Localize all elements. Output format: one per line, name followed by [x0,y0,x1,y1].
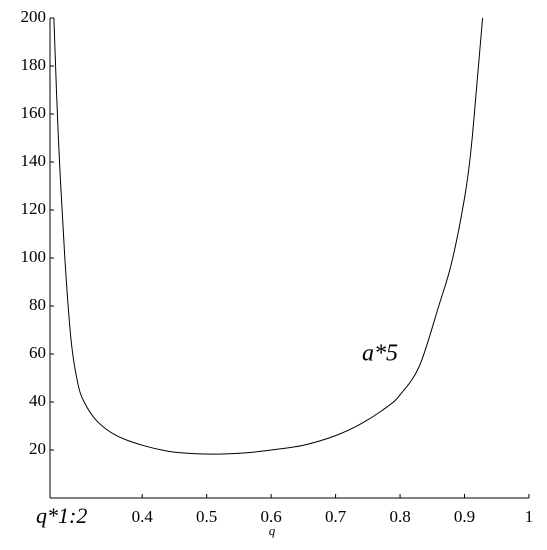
y-tick-label: 160 [21,103,47,122]
x-tick-label: 0.4 [132,507,154,526]
y-tick-label: 180 [21,55,47,74]
y-tick-label: 40 [29,391,46,410]
x-tick-label: 0.5 [196,507,217,526]
x-tick-label: 0.9 [454,507,475,526]
x-tick-label: q*1:2 [36,503,87,528]
y-tick-label: 120 [21,199,47,218]
y-tick-label: 20 [29,439,46,458]
curve [53,17,484,455]
y-tick-label: 60 [29,343,46,362]
y-tick-label: 80 [29,295,46,314]
x-tick-label: 0.7 [325,507,347,526]
y-tick-label: 100 [21,247,47,266]
y-tick-label: 200 [21,7,47,26]
annotation: a*5 [362,341,398,367]
y-tick-label: 140 [21,151,47,170]
x-tick-label: 1 [525,507,534,526]
x-tick-label: 0.6 [261,507,282,526]
x-axis-label: q [269,523,276,538]
x-tick-label: 0.8 [389,507,410,526]
